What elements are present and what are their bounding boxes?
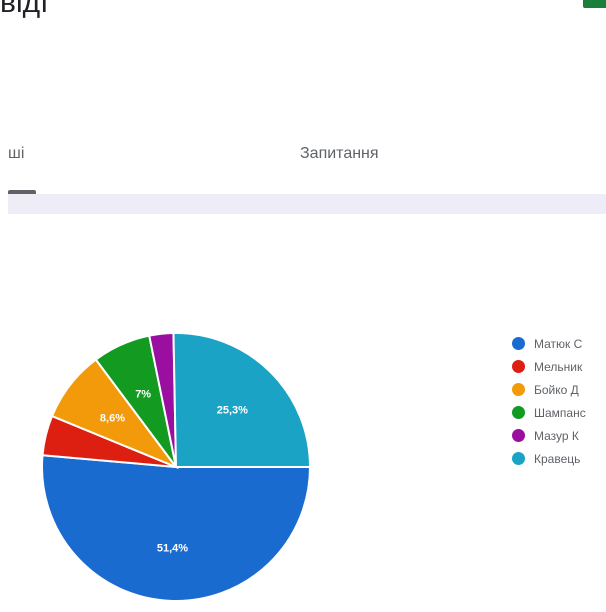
sheets-icon[interactable] (583, 0, 606, 8)
active-tab-indicator (8, 190, 36, 194)
legend-label: Матюк С (534, 336, 583, 351)
slice-label: 8,6% (100, 413, 125, 425)
tab-divider (8, 194, 606, 214)
legend-label: Мазур К (534, 428, 579, 443)
legend-color-icon (512, 429, 525, 442)
legend-label: Мельник (534, 359, 583, 374)
legend-item[interactable]: Мельник (512, 355, 606, 378)
slice-label: 51,4% (157, 542, 188, 554)
chart-legend: Матюк С Мельник Бойко Д Шампанс Мазур К Краве… (512, 332, 606, 470)
legend-item[interactable]: Матюк С (512, 332, 606, 355)
slice-label: 7% (135, 389, 151, 401)
legend-item[interactable]: Бойко Д (512, 378, 606, 401)
tab-responses[interactable]: ші (8, 145, 25, 162)
pie-slice (41, 454, 312, 602)
legend-label: Шампанс (534, 405, 586, 420)
pie-slice (172, 332, 312, 468)
tab-bar: ші Запитання (8, 145, 606, 215)
legend-label: Бойко Д (534, 382, 579, 397)
legend-color-icon (512, 406, 525, 419)
legend-color-icon (512, 383, 525, 396)
legend-color-icon (512, 337, 525, 350)
legend-item[interactable]: Кравець (512, 447, 606, 470)
slice-label: 25,3% (217, 405, 248, 417)
legend-item[interactable]: Шампанс (512, 401, 606, 424)
tab-questions[interactable]: Запитання (300, 145, 379, 162)
legend-item[interactable]: Мазур К (512, 424, 606, 447)
page-title: відї (0, 0, 49, 19)
legend-label: Кравець (534, 451, 581, 466)
legend-color-icon (512, 452, 525, 465)
legend-color-icon (512, 360, 525, 373)
